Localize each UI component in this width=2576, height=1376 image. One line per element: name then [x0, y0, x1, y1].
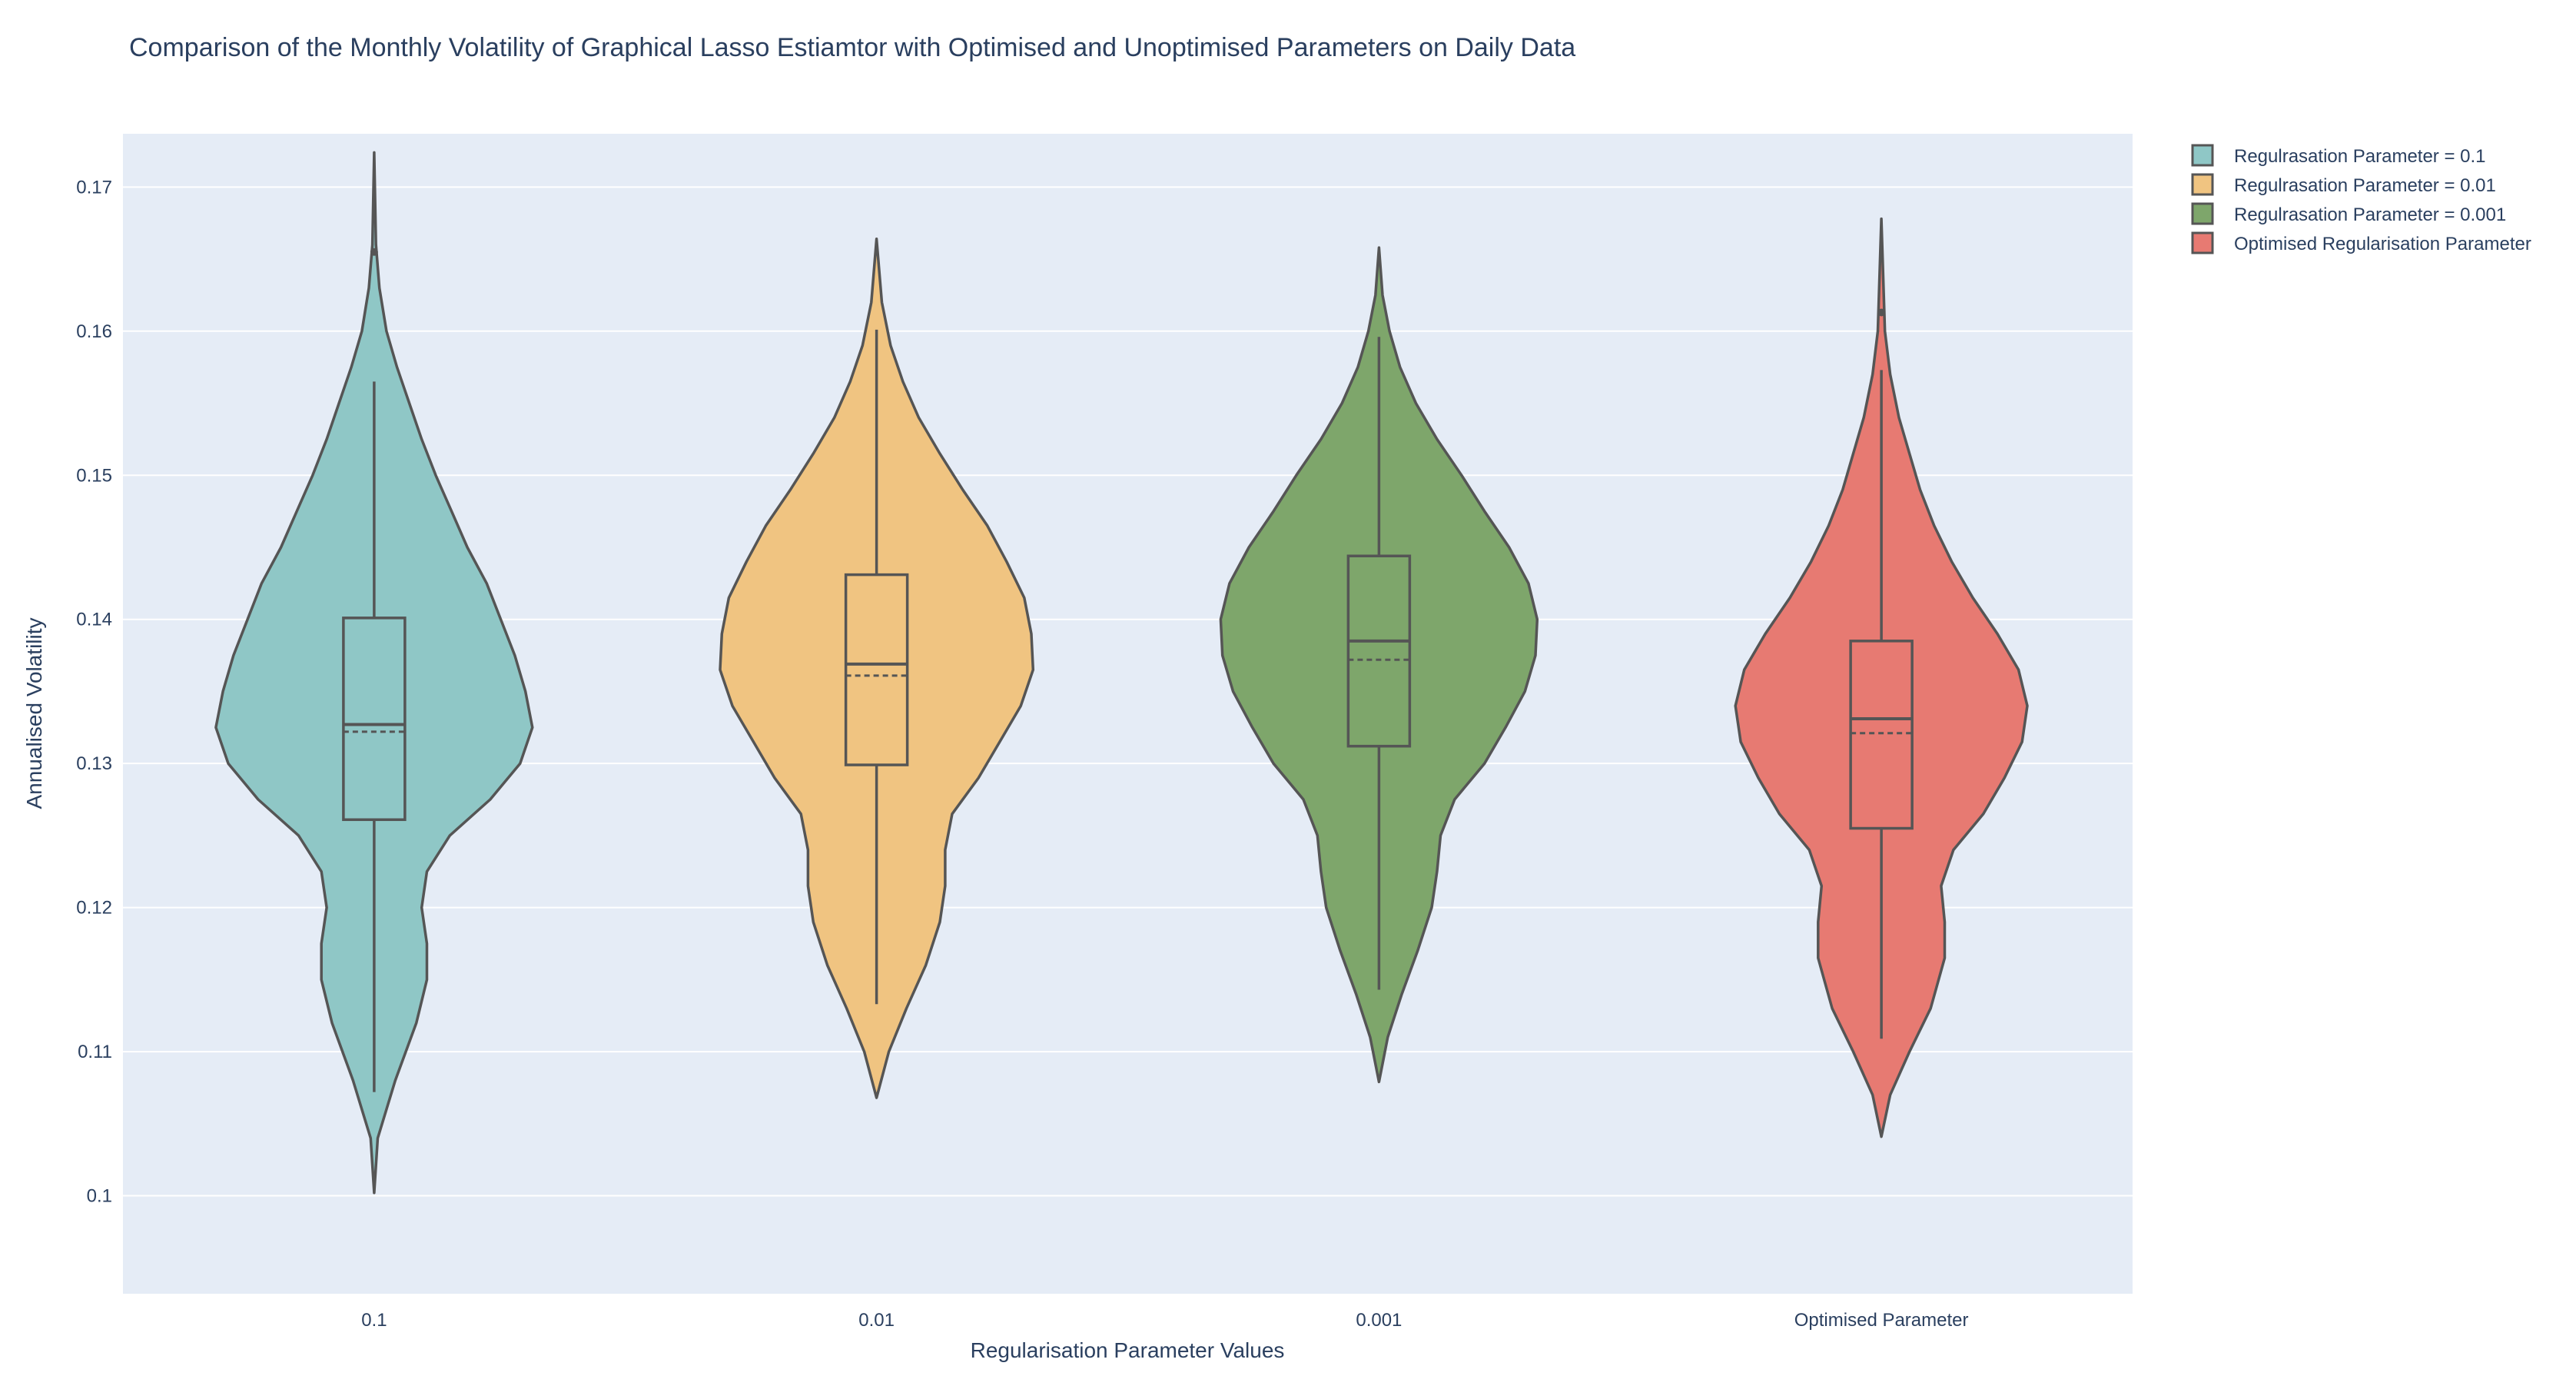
violin-group: [214, 151, 534, 1195]
legend-item[interactable]: Optimised Regularisation Parameter: [2191, 231, 2531, 254]
y-tick-label: 0.14: [76, 610, 112, 630]
y-axis-ticks: 0.1 0.11 0.12 0.13 0.14 0.15 0.16 0.17: [76, 177, 112, 1206]
y-tick-label: 0.16: [76, 321, 112, 342]
legend-label: Regulrasation Parameter = 0.01: [2234, 175, 2496, 196]
y-tick-label: 0.12: [76, 898, 112, 919]
x-axis-ticks: 0.1 0.01 0.001 Optimised Parameter: [361, 1310, 1968, 1331]
legend-item[interactable]: Regulrasation Parameter = 0.001: [2191, 202, 2506, 225]
outlier-point: [1877, 308, 1886, 317]
legend-swatch: [2191, 144, 2214, 167]
y-tick-label: 0.11: [78, 1042, 112, 1062]
violin-group: [1734, 217, 2029, 1138]
legend[interactable]: Regulrasation Parameter = 0.1 Regulrasati…: [2191, 144, 2531, 254]
box-iqr: [844, 573, 909, 766]
legend-label: Optimised Regularisation Parameter: [2234, 234, 2531, 254]
legend-swatch: [2191, 231, 2214, 254]
legend-swatch: [2191, 173, 2214, 196]
violin-shape: [1219, 246, 1539, 1084]
legend-item[interactable]: Regulrasation Parameter = 0.1: [2191, 144, 2486, 167]
y-tick-label: 0.1: [87, 1186, 112, 1207]
legend-item[interactable]: Regulrasation Parameter = 0.01: [2191, 173, 2496, 196]
box-iqr: [1346, 554, 1412, 748]
violin-shape: [719, 238, 1035, 1099]
violin-shape: [214, 151, 534, 1195]
legend-label: Regulrasation Parameter = 0.001: [2234, 204, 2506, 225]
x-tick-label: 0.1: [361, 1310, 387, 1331]
y-tick-label: 0.17: [76, 177, 112, 198]
legend-swatch: [2191, 202, 2214, 225]
y-tick-label: 0.13: [76, 753, 112, 774]
x-tick-label: Optimised Parameter: [1794, 1310, 1969, 1331]
violins: [214, 151, 2029, 1195]
y-tick-label: 0.15: [76, 465, 112, 486]
x-axis-title: Regularisation Parameter Values: [971, 1338, 1285, 1362]
x-tick-label: 0.01: [858, 1310, 895, 1331]
y-axis-title: Annualised Volatility: [22, 617, 46, 809]
violin-shape: [1734, 217, 2029, 1138]
chart-title: Comparison of the Monthly Volatility of …: [129, 33, 1575, 62]
violin-group: [719, 238, 1035, 1099]
legend-label: Regulrasation Parameter = 0.1: [2234, 146, 2486, 167]
outlier-point: [370, 248, 378, 256]
x-tick-label: 0.001: [1356, 1310, 1402, 1331]
box-iqr: [342, 617, 407, 822]
box-iqr: [1849, 640, 1914, 830]
violin-group: [1219, 246, 1539, 1084]
